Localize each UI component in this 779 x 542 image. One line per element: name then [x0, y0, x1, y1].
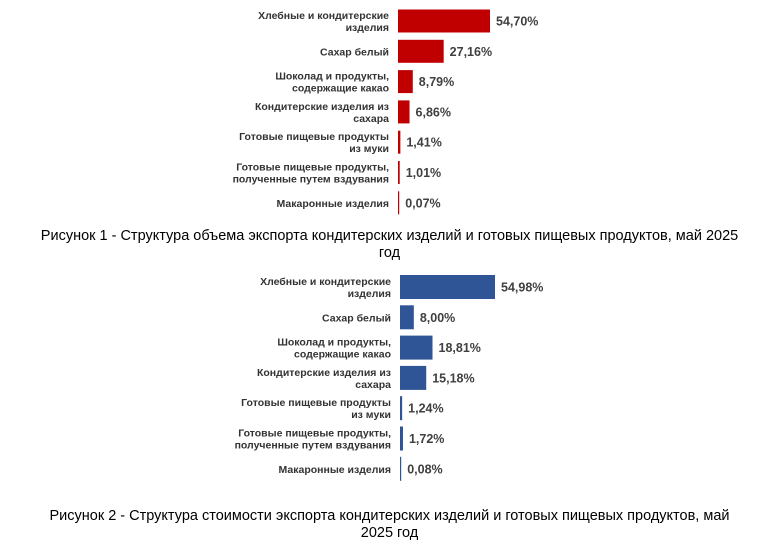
bar-5	[398, 130, 401, 154]
bar-1	[398, 9, 490, 33]
bar-4	[398, 100, 410, 124]
figure-1-caption: Рисунок 1 - Структура объема экспорта ко…	[0, 228, 779, 262]
category-label-2: Сахар белый	[322, 312, 391, 324]
figure-1-caption-line-2: год	[378, 245, 401, 261]
category-label-2-line-1: Сахар белый	[320, 46, 389, 58]
data-label-4: 15,18%	[432, 371, 474, 385]
data-label-5: 1,41%	[406, 136, 441, 150]
category-label-5-line-2: из муки	[349, 143, 389, 155]
category-label-3: Шоколад и продукты, содержащие какао	[275, 71, 389, 95]
bar-7	[400, 456, 402, 481]
data-label-1: 54,70%	[496, 15, 538, 29]
category-label-6-line-2: полученные путем вздувания	[235, 440, 391, 452]
category-label-1-line-1: Хлебные и кондитерские	[258, 10, 389, 22]
bar-6	[400, 426, 403, 451]
category-label-1: Хлебные и кондитерские изделия	[258, 10, 389, 34]
chart-export-value: 54,98% Хлебные и кондитерские изделия 8,00%…	[235, 275, 543, 481]
bar-7	[398, 191, 400, 215]
bar-2	[398, 39, 444, 63]
category-label-3: Шоколад и продукты, содержащие какао	[277, 337, 391, 361]
category-label-5: Готовые пищевые продукты из муки	[239, 131, 389, 155]
data-label-5: 1,24%	[408, 402, 443, 416]
data-label-6: 1,01%	[406, 166, 441, 180]
category-label-4-line-1: Кондитерские изделия из	[257, 367, 391, 379]
category-label-2: Сахар белый	[320, 46, 389, 58]
bar-2	[400, 305, 414, 330]
category-label-6: Готовые пищевые продукты, полученные путе…	[235, 428, 392, 452]
data-label-7: 0,08%	[407, 462, 442, 476]
chart-export-volume: 54,70% Хлебные и кондитерские изделия 27,16…	[233, 9, 538, 215]
category-label-6-line-1: Готовые пищевые продукты,	[236, 162, 389, 174]
category-label-1-line-2: изделия	[348, 288, 391, 300]
category-label-4-line-1: Кондитерские изделия из	[255, 101, 389, 113]
category-label-7-line-1: Макаронные изделия	[277, 198, 389, 210]
category-label-4-line-2: сахара	[353, 113, 389, 125]
category-label-1-line-2: изделия	[346, 22, 389, 34]
category-label-1-line-1: Хлебные и кондитерские	[260, 276, 391, 288]
category-label-7: Макаронные изделия	[277, 198, 389, 210]
category-label-7-line-1: Макаронные изделия	[279, 464, 391, 476]
bar-3	[400, 335, 433, 360]
bar-6	[398, 161, 400, 184]
category-label-6-line-1: Готовые пищевые продукты,	[238, 428, 391, 440]
bar-1	[400, 275, 495, 299]
figure-2-caption-line-2: 2025 год	[360, 525, 419, 541]
category-label-3-line-1: Шоколад и продукты,	[275, 71, 389, 83]
category-label-5: Готовые пищевые продукты из муки	[241, 397, 391, 421]
category-label-4: Кондитерские изделия из сахара	[255, 101, 389, 125]
category-label-3-line-1: Шоколад и продукты,	[277, 337, 391, 349]
category-label-3-line-2: содержащие какао	[292, 83, 389, 95]
category-label-7: Макаронные изделия	[279, 464, 391, 476]
data-label-6: 1,72%	[409, 432, 444, 446]
category-label-4-line-2: сахара	[355, 379, 391, 391]
figure-1-caption-line-1: Рисунок 1 - Структура объема экспорта ко…	[40, 228, 739, 244]
bar-5	[400, 396, 403, 421]
data-label-4: 6,86%	[416, 105, 451, 119]
category-label-5-line-1: Готовые пищевые продукты	[239, 131, 389, 143]
category-label-4: Кондитерские изделия из сахара	[257, 367, 391, 391]
category-label-6: Готовые пищевые продукты, полученные путе…	[233, 162, 390, 186]
data-label-2: 8,00%	[420, 311, 455, 325]
bar-4	[400, 365, 427, 390]
category-label-1: Хлебные и кондитерские изделия	[260, 276, 391, 300]
category-label-3-line-2: содержащие какао	[294, 349, 391, 361]
data-label-1: 54,98%	[501, 281, 543, 295]
data-label-2: 27,16%	[450, 45, 492, 59]
figure-2-caption-line-1: Рисунок 2 - Структура стоимости экспорта…	[49, 508, 730, 524]
figure-2-caption: Рисунок 2 - Структура стоимости экспорта…	[0, 508, 779, 542]
category-label-6-line-2: полученные путем вздувания	[233, 174, 389, 186]
category-label-5-line-1: Готовые пищевые продукты	[241, 397, 391, 409]
data-label-7: 0,07%	[405, 196, 440, 210]
data-label-3: 8,79%	[419, 75, 454, 89]
data-label-3: 18,81%	[439, 341, 481, 355]
category-label-5-line-2: из муки	[351, 409, 391, 421]
category-label-2-line-1: Сахар белый	[322, 312, 391, 324]
bar-3	[398, 70, 413, 94]
